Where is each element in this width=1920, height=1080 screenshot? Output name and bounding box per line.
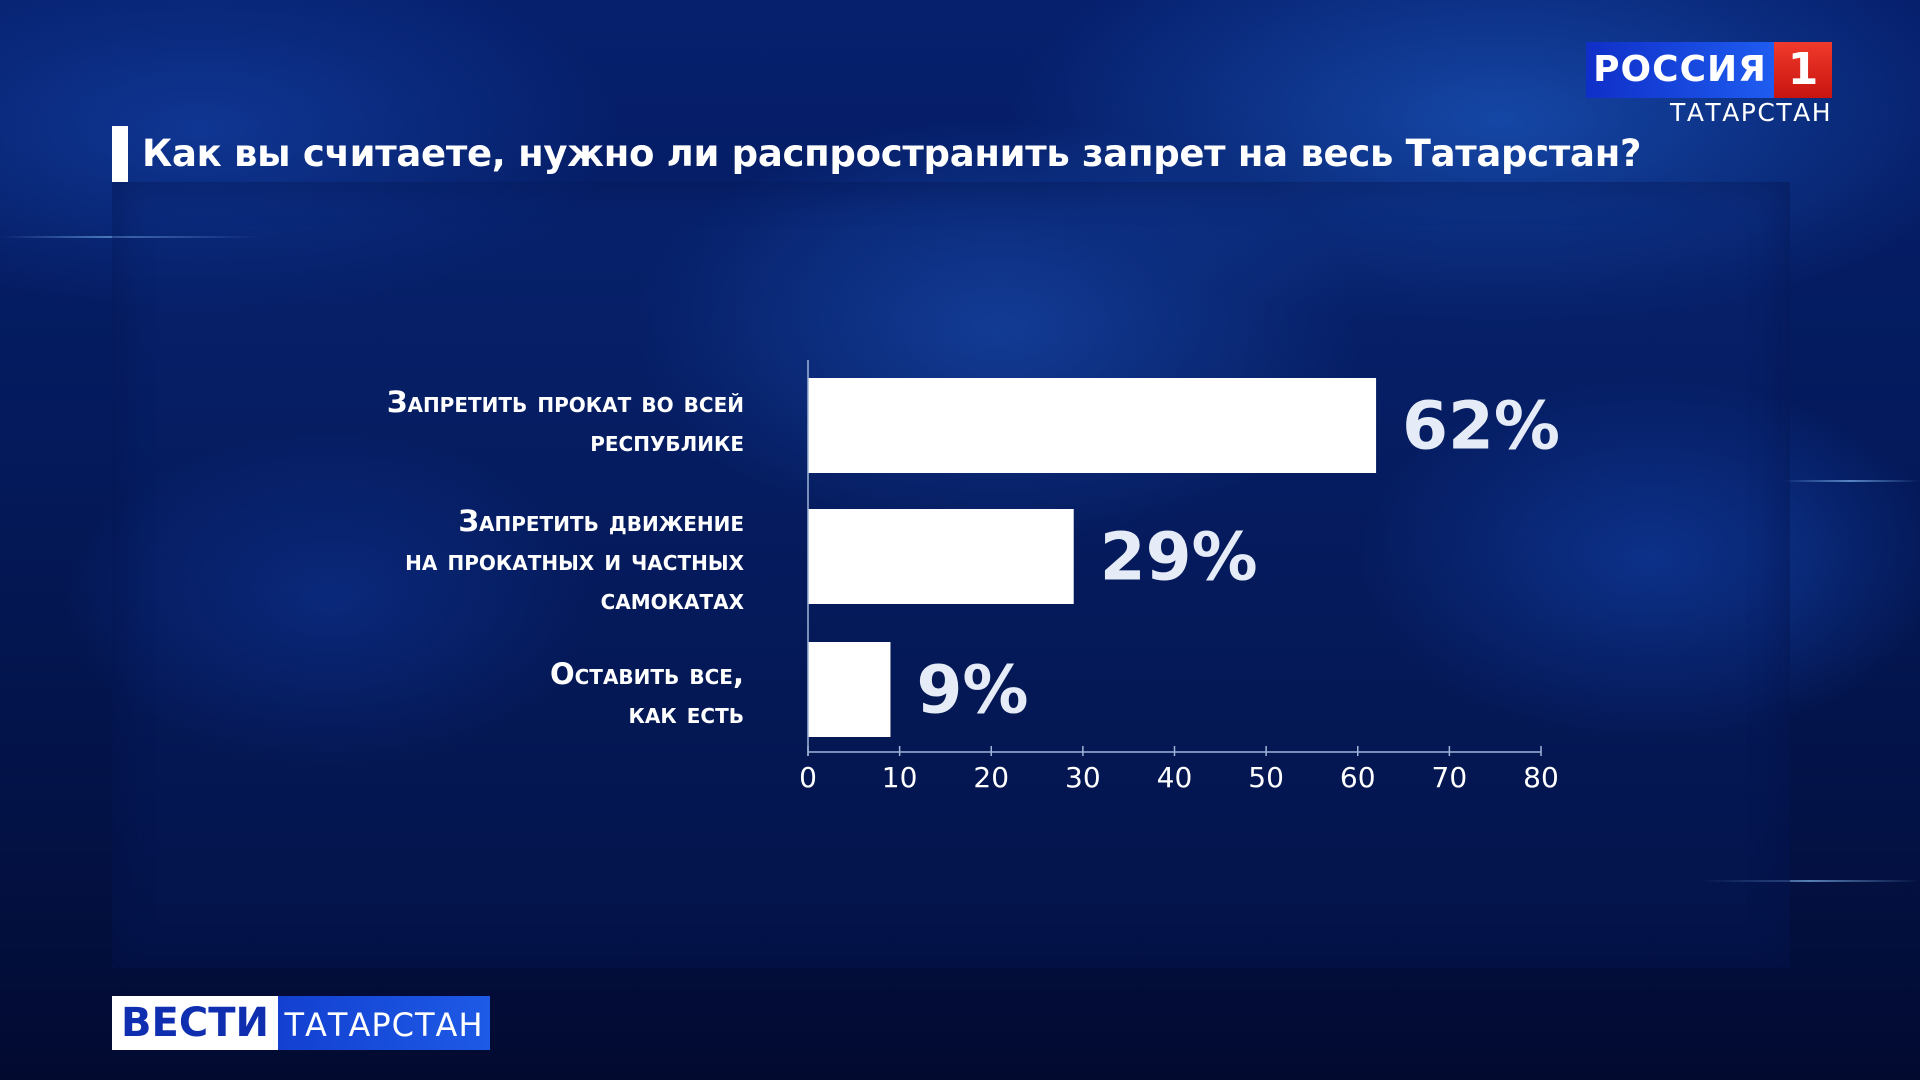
background-light-streak <box>0 236 260 238</box>
channel-logo-name: РОССИЯ <box>1586 42 1774 98</box>
background-light-streak <box>1700 880 1920 882</box>
bar <box>808 642 891 737</box>
channel-logo-region: ТАТАРСТАН <box>1670 98 1832 127</box>
program-logo: ВЕСТИ ТАТАРСТАН <box>112 996 490 1050</box>
x-tick-label: 70 <box>1432 761 1468 794</box>
channel-logo-number: 1 <box>1774 42 1832 98</box>
background-light-streak <box>1780 480 1920 482</box>
x-tick-label: 50 <box>1248 761 1284 794</box>
program-logo-name: ВЕСТИ <box>112 996 278 1050</box>
x-tick-label: 20 <box>973 761 1009 794</box>
bar <box>808 378 1377 473</box>
title-accent-bar <box>112 126 128 182</box>
x-tick-label: 0 <box>799 761 817 794</box>
value-label: 9% <box>916 652 1028 729</box>
category-label: Запретить прокат во всей республике <box>386 385 744 458</box>
x-tick-label: 80 <box>1523 761 1559 794</box>
x-tick-label: 10 <box>882 761 918 794</box>
page-title: Как вы считаете, нужно ли распространить… <box>142 132 1642 175</box>
x-axis: 0 10 20 30 40 50 60 70 80 <box>799 360 1559 794</box>
program-logo-region: ТАТАРСТАН <box>278 996 490 1050</box>
category-label: Запретить движение на прокатных и частны… <box>405 503 744 616</box>
channel-logo: РОССИЯ 1 <box>1586 42 1832 98</box>
x-tick-label: 30 <box>1065 761 1101 794</box>
x-tick-label: 40 <box>1157 761 1193 794</box>
bars-group <box>808 378 1377 737</box>
category-label: Оставить все, как есть <box>549 657 744 730</box>
value-label: 62% <box>1402 388 1560 465</box>
value-label: 29% <box>1100 519 1258 596</box>
x-tick-label: 60 <box>1340 761 1376 794</box>
value-labels-group: 62% 29% 9% <box>916 388 1560 729</box>
bar <box>808 509 1074 604</box>
